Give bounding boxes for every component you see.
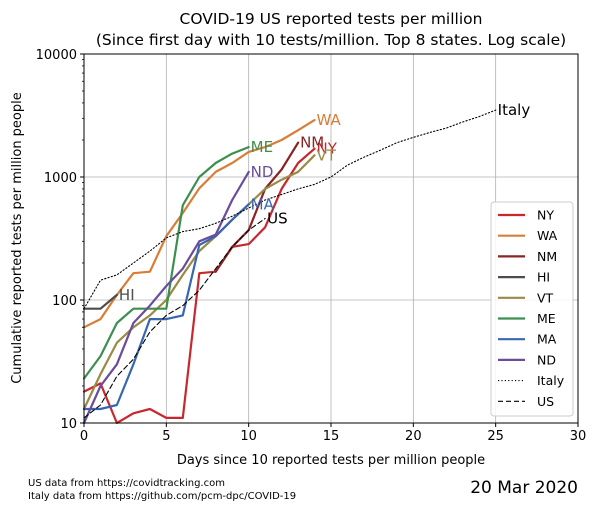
series-end-label-nd: ND xyxy=(251,163,274,181)
legend-label-vt: VT xyxy=(537,290,554,305)
legend-label-nm: NM xyxy=(537,249,557,264)
legend-label-me: ME xyxy=(537,311,556,326)
x-tick-label: 25 xyxy=(487,429,504,444)
series-end-label-us: US xyxy=(267,209,288,227)
legend-label-hi: HI xyxy=(537,270,550,285)
legend-label-wa: WA xyxy=(537,228,558,243)
y-tick-label: 10000 xyxy=(36,48,77,63)
x-tick-label: 30 xyxy=(570,429,587,444)
series-end-label-me: ME xyxy=(251,138,273,156)
x-tick-label: 15 xyxy=(323,429,340,444)
series-end-label-hi: HI xyxy=(119,286,135,304)
y-axis-ticks: 10 100 1000 10000 xyxy=(36,48,84,432)
legend-label-ma: MA xyxy=(537,332,557,347)
y-tick-label: 1000 xyxy=(44,171,77,186)
series-line-italy xyxy=(84,110,496,309)
legend-label-ny: NY xyxy=(537,208,554,223)
chart-title-line2: (Since first day with 10 tests/million. … xyxy=(96,31,566,49)
series-end-label-vt: VT xyxy=(317,146,337,164)
chart-title-line1: COVID-19 US reported tests per million xyxy=(180,10,483,28)
source-line-1: US data from https://covidtracking.com xyxy=(28,478,225,489)
x-tick-label: 0 xyxy=(80,429,88,444)
x-axis-ticks: 0 5 10 15 20 25 30 xyxy=(80,423,586,444)
source-line-2: Italy data from https://github.com/pcm-d… xyxy=(28,491,296,502)
legend: NY WA NM HI VT ME MA ND Italy US xyxy=(491,202,573,416)
series-lines xyxy=(84,110,496,423)
series-end-label-wa: WA xyxy=(317,111,342,129)
x-tick-label: 5 xyxy=(162,429,170,444)
y-tick-label: 100 xyxy=(52,294,77,309)
legend-label-nd: ND xyxy=(537,352,556,367)
x-axis-label: Days since 10 reported tests per million… xyxy=(177,453,485,468)
series-end-label-italy: Italy xyxy=(498,101,531,119)
y-axis-label: Cumulative reported tests per million pe… xyxy=(10,92,25,384)
x-tick-label: 10 xyxy=(240,429,257,444)
date-stamp: 20 Mar 2020 xyxy=(470,478,578,498)
x-tick-label: 20 xyxy=(405,429,422,444)
legend-label-italy: Italy xyxy=(537,373,565,388)
legend-label-us: US xyxy=(537,394,554,409)
y-tick-label: 10 xyxy=(60,417,77,432)
